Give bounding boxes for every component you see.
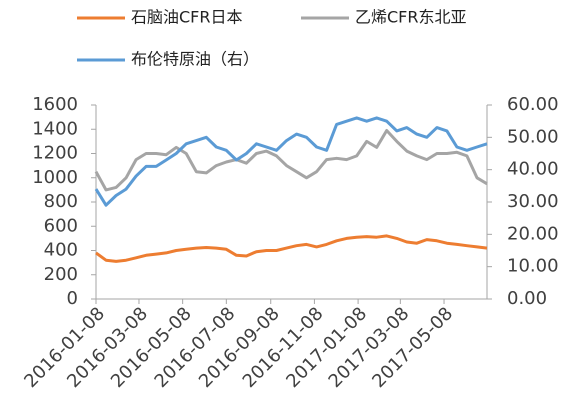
y-tick-label: 1000 [32,167,78,188]
y-tick-label: 1400 [32,118,78,139]
series-line [94,116,488,207]
y-tick-label: 600 [44,215,78,236]
y2-tick-label: 0.00 [507,288,547,309]
y-tick-label: 400 [44,240,78,261]
y2-tick-label: 10.00 [507,256,559,277]
y-tick-label: 1600 [32,94,78,115]
y2-tick-label: 50.00 [507,126,559,147]
legend-label: 乙烯CFR东北亚 [355,8,467,27]
series-line [94,129,488,192]
y-tick-label: 200 [44,264,78,285]
legend-label: 石脑油CFR日本 [131,8,243,27]
y2-tick-label: 60.00 [507,94,559,115]
y2-tick-label: 30.00 [507,191,559,212]
y-tick-label: 0 [67,288,78,309]
legend-label: 布伦特原油（右） [131,50,259,69]
series-line [95,234,488,263]
y2-tick-label: 40.00 [507,159,559,180]
y2-tick-label: 20.00 [507,223,559,244]
y-tick-label: 800 [44,191,78,212]
y-tick-label: 1200 [32,143,78,164]
